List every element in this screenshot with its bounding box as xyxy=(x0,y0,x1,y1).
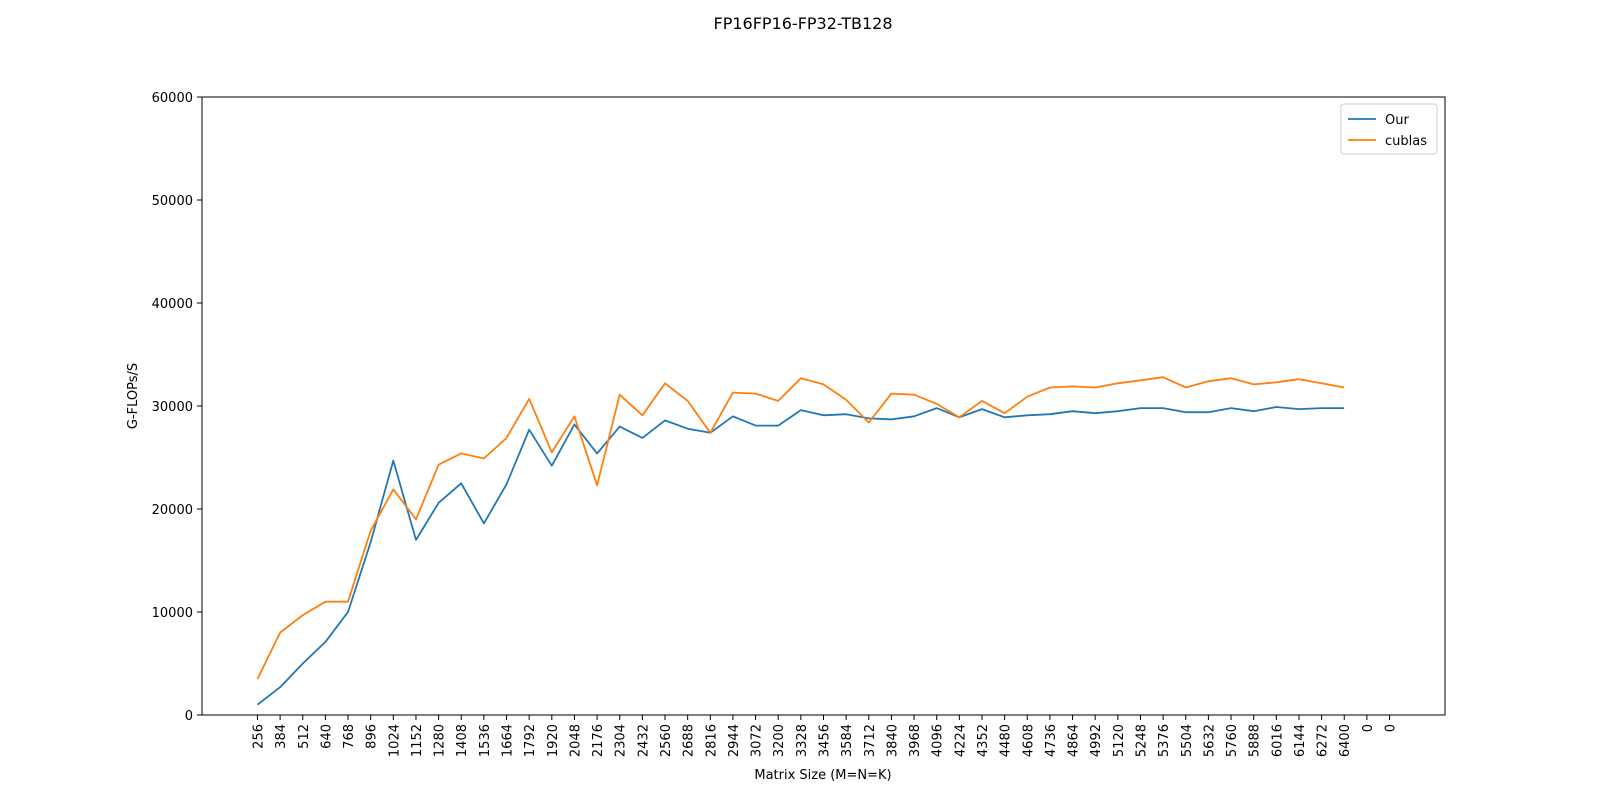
x-tick-label: 640 xyxy=(319,724,334,749)
x-tick-label: 3456 xyxy=(818,724,833,757)
y-tick-label: 50000 xyxy=(152,194,193,209)
x-tick-label: 256 xyxy=(251,724,266,749)
x-tick-label: 4864 xyxy=(1067,724,1082,757)
x-tick-label: 1792 xyxy=(523,724,538,757)
x-tick-label: 6272 xyxy=(1316,724,1331,757)
series-line xyxy=(256,376,1345,680)
x-tick-label: 2176 xyxy=(591,724,606,757)
y-tick-label: 10000 xyxy=(152,606,193,621)
legend-label: cublas xyxy=(1385,134,1427,149)
x-tick-label: 3328 xyxy=(795,724,810,757)
y-tick-label: 20000 xyxy=(152,503,193,518)
legend-box xyxy=(1340,103,1438,155)
x-tick-label: 1280 xyxy=(433,724,448,757)
x-tick-label: 1920 xyxy=(546,724,561,757)
x-tick-label: 4352 xyxy=(976,724,991,757)
x-tick-label: 5376 xyxy=(1157,724,1172,757)
legend-label: Our xyxy=(1385,113,1409,128)
y-tick-label: 40000 xyxy=(152,297,193,312)
x-tick-label: 384 xyxy=(274,724,289,749)
x-tick-label: 5248 xyxy=(1134,724,1149,757)
x-tick-label: 4480 xyxy=(999,724,1014,757)
x-tick-label: 5632 xyxy=(1202,724,1217,757)
y-tick-label: 0 xyxy=(185,709,193,724)
x-tick-label: 3712 xyxy=(863,724,878,757)
plot-frame xyxy=(201,96,1446,716)
x-tick-label: 512 xyxy=(297,724,312,749)
x-axis-label: Matrix Size (M=N=K) xyxy=(754,768,891,783)
x-tick-label: 3968 xyxy=(908,724,923,757)
x-tick-label: 0 xyxy=(1384,724,1399,732)
x-tick-label: 1024 xyxy=(387,724,402,757)
x-tick-label: 2304 xyxy=(614,724,629,757)
x-tick-label: 1152 xyxy=(410,724,425,757)
x-tick-label: 3200 xyxy=(772,724,787,757)
x-tick-label: 3840 xyxy=(885,724,900,757)
x-tick-label: 2816 xyxy=(704,724,719,757)
x-tick-label: 6016 xyxy=(1270,724,1285,757)
x-tick-label: 5888 xyxy=(1248,724,1263,757)
x-tick-label: 2944 xyxy=(727,724,742,757)
x-tick-label: 1408 xyxy=(455,724,470,757)
x-tick-label: 1664 xyxy=(501,724,516,757)
y-axis-label: G-FLOPs/S xyxy=(126,363,141,429)
series-line xyxy=(256,406,1345,706)
x-tick-label: 3584 xyxy=(840,724,855,757)
x-tick-label: 2688 xyxy=(682,724,697,757)
x-tick-label: 4992 xyxy=(1089,724,1104,757)
x-tick-label: 6400 xyxy=(1338,724,1353,757)
x-tick-label: 2048 xyxy=(568,724,583,757)
x-tick-label: 5120 xyxy=(1112,724,1127,757)
x-tick-label: 4736 xyxy=(1044,724,1059,757)
x-tick-label: 896 xyxy=(365,724,380,749)
chart-title: FP16FP16-FP32-TB128 xyxy=(714,14,893,33)
x-tick-label: 2560 xyxy=(659,724,674,757)
x-tick-label: 0 xyxy=(1361,724,1376,732)
x-tick-label: 5504 xyxy=(1180,724,1195,757)
y-tick-label: 60000 xyxy=(152,91,193,106)
x-tick-label: 5760 xyxy=(1225,724,1240,757)
x-tick-label: 4096 xyxy=(931,724,946,757)
y-tick-label: 30000 xyxy=(152,400,193,415)
x-tick-label: 1536 xyxy=(478,724,493,757)
x-tick-label: 768 xyxy=(342,724,357,749)
x-tick-label: 2432 xyxy=(636,724,651,757)
x-tick-label: 3072 xyxy=(750,724,765,757)
x-tick-label: 6144 xyxy=(1293,724,1308,757)
x-tick-label: 4608 xyxy=(1021,724,1036,757)
x-tick-label: 4224 xyxy=(953,724,968,757)
